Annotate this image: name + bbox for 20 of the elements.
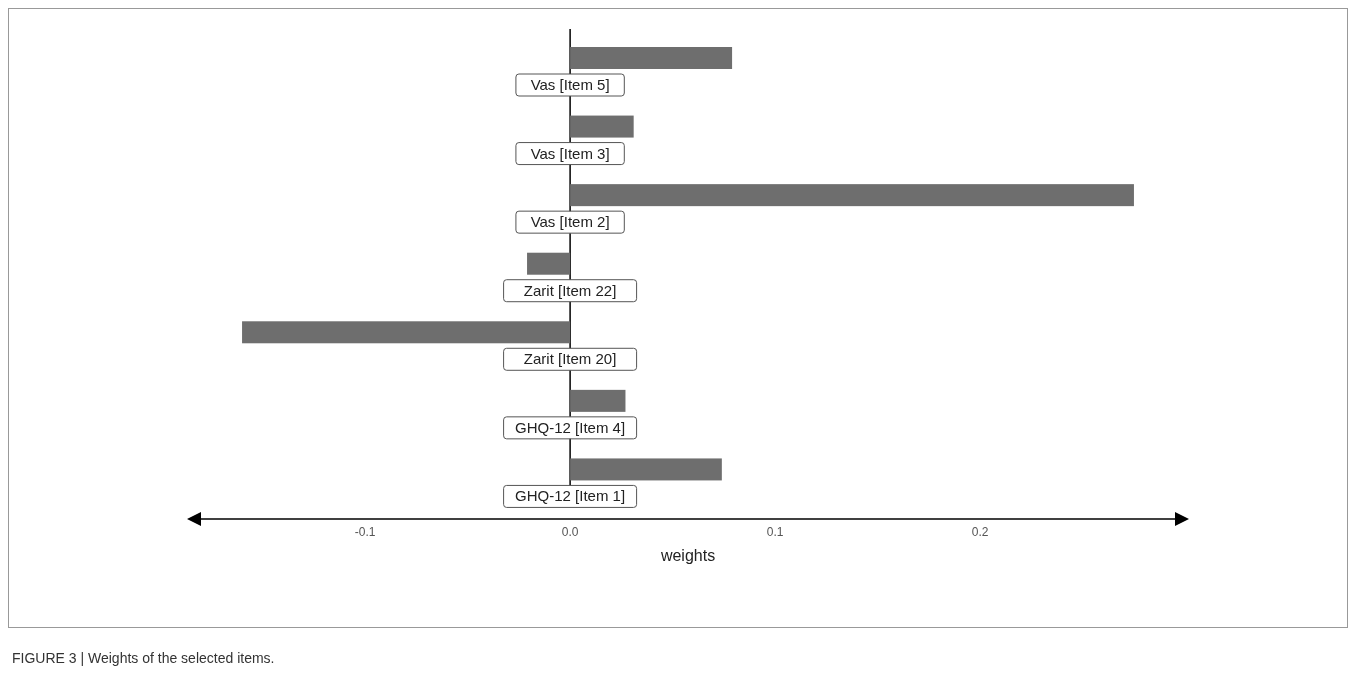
x-axis-title: weights — [659, 547, 716, 564]
y-tick-label: GHQ-12 [Item 1] — [515, 487, 626, 505]
caption: FIGURE 3 | Weights of the selected items. — [11, 649, 276, 666]
y-tick-label: Zarit [Item 22] — [523, 281, 617, 299]
x-tick-label: -0.1 — [354, 524, 376, 539]
bar — [527, 252, 571, 275]
y-tick-label: Vas [Item 5] — [530, 76, 610, 93]
y-tick-label: Vas [Item 2] — [530, 213, 610, 231]
y-tick-label: GHQ-12 [Item 4] — [515, 418, 626, 436]
bar — [570, 458, 722, 481]
bar — [242, 321, 571, 344]
y-tick-label: Vas [Item 3] — [530, 144, 610, 162]
bar — [570, 184, 1134, 207]
bar — [570, 115, 634, 138]
y-tick-label: Zarit [Item 20] — [523, 350, 617, 368]
x-tick-label: 0.0 — [561, 524, 579, 539]
x-tick-label: 0.2 — [971, 524, 989, 539]
bar — [570, 47, 733, 69]
bar — [570, 389, 626, 412]
x-tick-label: 0.1 — [766, 524, 784, 539]
